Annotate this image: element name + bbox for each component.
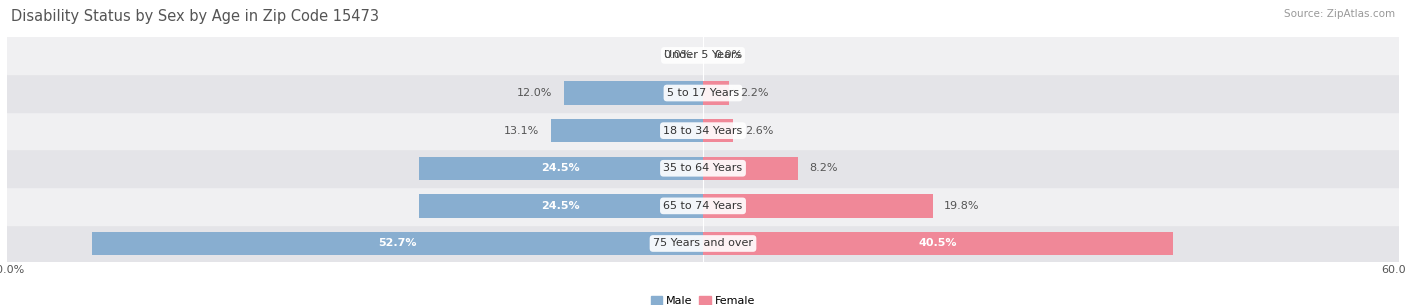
Text: Disability Status by Sex by Age in Zip Code 15473: Disability Status by Sex by Age in Zip C… <box>11 9 380 24</box>
Text: 65 to 74 Years: 65 to 74 Years <box>664 201 742 211</box>
Text: 2.6%: 2.6% <box>745 126 773 136</box>
Bar <box>7 37 1399 74</box>
Legend: Male, Female: Male, Female <box>651 296 755 305</box>
Bar <box>91 232 703 255</box>
Text: 75 Years and over: 75 Years and over <box>652 239 754 249</box>
Text: 24.5%: 24.5% <box>541 201 581 211</box>
Bar <box>551 119 703 142</box>
Text: 8.2%: 8.2% <box>810 163 838 173</box>
Bar <box>419 156 703 180</box>
Bar <box>703 232 1173 255</box>
Text: 52.7%: 52.7% <box>378 239 416 249</box>
Text: 35 to 64 Years: 35 to 64 Years <box>664 163 742 173</box>
Text: 12.0%: 12.0% <box>517 88 553 98</box>
Text: Source: ZipAtlas.com: Source: ZipAtlas.com <box>1284 9 1395 19</box>
Text: 0.0%: 0.0% <box>714 50 742 60</box>
Bar <box>7 149 1399 187</box>
Bar <box>703 81 728 105</box>
Text: 19.8%: 19.8% <box>945 201 980 211</box>
Text: 13.1%: 13.1% <box>505 126 540 136</box>
Bar <box>703 194 932 217</box>
Bar <box>7 112 1399 149</box>
Bar <box>703 119 733 142</box>
Bar <box>564 81 703 105</box>
Text: 18 to 34 Years: 18 to 34 Years <box>664 126 742 136</box>
Bar <box>419 194 703 217</box>
Text: 40.5%: 40.5% <box>918 239 957 249</box>
Bar <box>703 156 799 180</box>
Text: 5 to 17 Years: 5 to 17 Years <box>666 88 740 98</box>
Text: 24.5%: 24.5% <box>541 163 581 173</box>
Text: 0.0%: 0.0% <box>664 50 692 60</box>
Text: Under 5 Years: Under 5 Years <box>665 50 741 60</box>
Bar <box>7 74 1399 112</box>
Bar <box>7 187 1399 225</box>
Bar <box>7 225 1399 262</box>
Text: 2.2%: 2.2% <box>740 88 769 98</box>
